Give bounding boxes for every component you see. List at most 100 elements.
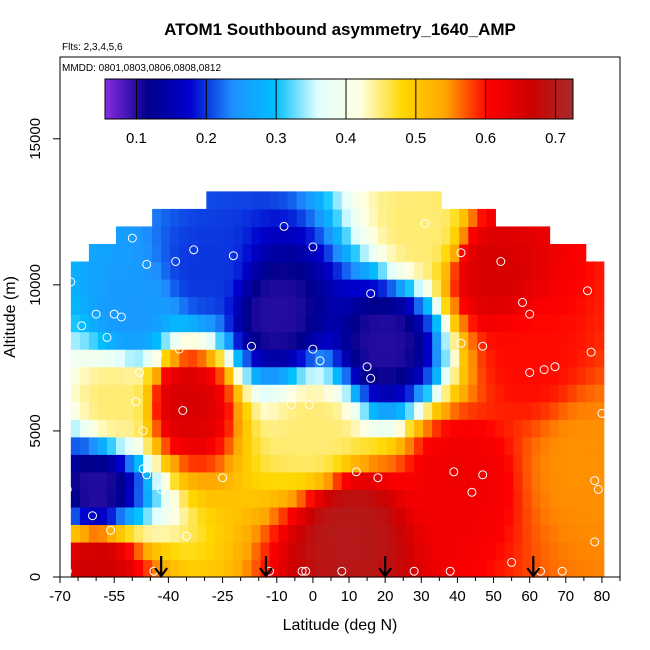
heatmap-cell [70,524,81,543]
sample-point [297,566,307,576]
heatmap-cell [242,296,253,315]
heatmap-cell [305,366,316,385]
heatmap-cell [477,296,487,315]
heatmap-cell [206,559,216,578]
heatmap-cell [359,454,370,473]
heatmap-cell [423,436,433,455]
heatmap-cell [405,279,415,298]
heatmap-cell [125,314,135,333]
heatmap-cell [242,279,253,298]
heatmap-cell [152,243,162,263]
heatmap-cell [341,331,352,350]
heatmap-cell [513,226,524,245]
sample-point [507,557,517,567]
heatmap-cell [278,208,289,228]
heatmap-cell [567,331,578,350]
heatmap-cell [260,489,271,508]
heatmap-cell [260,261,271,280]
heatmap-cell [441,401,451,420]
heatmap-cell [251,243,262,263]
heatmap-cell [368,261,379,280]
heatmap-cell [278,419,289,438]
sample-point [174,344,184,354]
heatmap-cell [531,454,542,473]
heatmap-cell [314,349,325,368]
heatmap-cell [152,331,162,350]
heatmap-cell [106,471,117,490]
heatmap-cell [260,296,271,315]
colorbar-bar [104,78,574,120]
heatmap-cell [224,524,235,543]
sample-point [142,259,152,269]
heatmap-cell [396,279,406,298]
heatmap-cell [576,419,587,438]
heatmap-cell [287,471,298,490]
heatmap-cell [287,349,298,368]
heatmap-cell [188,279,198,298]
heatmap-cell [215,331,225,350]
heatmap-cell [260,541,271,561]
heatmap-cell [70,296,81,315]
heatmap-cell [188,559,198,578]
heatmap-cell [260,349,271,368]
heatmap-cell [260,314,271,333]
heatmap-cell [513,436,524,455]
heatmap-cell [233,541,244,561]
heatmap-cell [459,296,469,315]
heatmap-cell [134,243,144,263]
heatmap-cell [251,261,262,280]
heatmap-cell [405,559,415,578]
heatmap-cell [251,314,262,333]
heatmap-cell [170,559,180,578]
heatmap-cell [116,296,126,315]
heatmap-cell [242,419,253,438]
heatmap-cell [522,454,533,473]
heatmap-cell [70,261,81,280]
heatmap-cell [576,471,587,490]
heatmap-cell [585,401,596,420]
heatmap-cell [386,208,397,228]
heatmap-cell [423,366,433,385]
sample-point [550,362,560,372]
heatmap-cell [88,454,99,473]
heatmap-cell [278,366,289,385]
heatmap-cell [368,279,379,298]
heatmap-cell [215,506,225,526]
heatmap-cell [269,489,280,508]
heatmap-cell [459,314,469,333]
heatmap-cell [441,349,451,368]
heatmap-cell [197,506,207,526]
heatmap-cell [88,559,99,578]
heatmap-cell [495,296,505,315]
sample-point [171,257,181,266]
heatmap-cell [179,506,189,526]
heatmap-cell [188,454,198,473]
sample-point [518,297,527,307]
heatmap-cell [441,226,451,245]
heatmap-cell [134,349,144,368]
heatmap-cell [269,349,280,368]
heatmap-cell [323,331,334,350]
heatmap-cell [396,419,406,438]
heatmap-cell [377,366,388,385]
heatmap-cell [450,471,460,490]
heatmap-cell [423,454,433,473]
heatmap-cell [88,489,99,508]
heatmap-cell [594,489,605,508]
heatmap-cell [161,506,171,526]
heatmap-cell [576,243,587,263]
heatmap-cell [242,471,253,490]
heatmap-cell [377,296,388,315]
heatmap-cell [368,506,379,526]
heatmap-cell [341,261,352,280]
heatmap-cell [359,541,370,561]
heatmap-cell [359,436,370,455]
heatmap-cell [432,279,442,298]
heatmap-cell [170,279,180,298]
heatmap-cell [567,401,578,420]
heatmap-cell [242,208,253,228]
heatmap-cell [233,524,244,543]
heatmap-cell [179,243,189,263]
heatmap-cell [197,384,207,403]
heatmap-cell [567,454,578,473]
